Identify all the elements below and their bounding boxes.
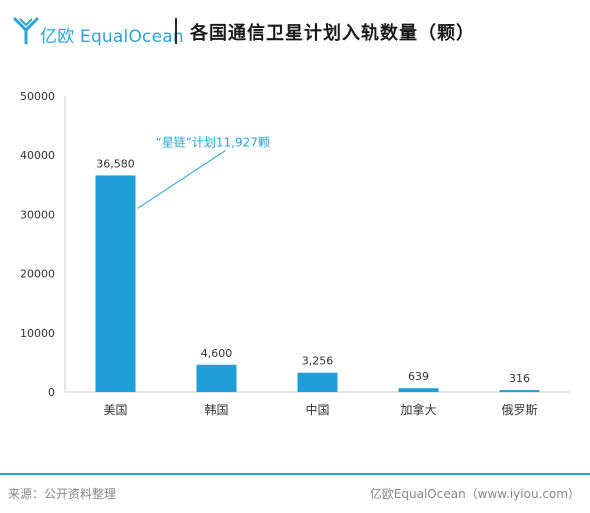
bar	[499, 390, 540, 392]
bar	[297, 372, 338, 392]
header-divider	[175, 18, 177, 44]
x-tick-label: 美国	[103, 403, 127, 417]
data-label: 639	[408, 370, 429, 383]
data-label: 316	[509, 372, 530, 385]
brand-name: 亿欧 EqualOcean	[40, 27, 184, 47]
source-note: 来源：公开资料整理	[8, 487, 117, 501]
bar-chart: 0 10000 20000 30000 40000 50000 36,580 美国 4,600 韩…	[20, 90, 570, 417]
x-tick-label: 韩国	[204, 402, 228, 417]
y-tick-label: 50000	[20, 90, 55, 103]
x-tick-label: 中国	[305, 402, 329, 417]
data-label: 36,580	[96, 157, 135, 170]
footer-divider	[0, 473, 590, 475]
data-label: 4,600	[201, 347, 233, 360]
equalocean-logo-icon	[13, 17, 39, 45]
y-tick-label: 30000	[20, 208, 55, 221]
annotation-label: “星链”计划11,927颗	[156, 134, 270, 149]
bar	[196, 364, 237, 392]
y-tick-label: 10000	[20, 327, 55, 340]
bar	[398, 388, 439, 392]
annotation-leader-line	[137, 150, 226, 209]
x-tick-label: 俄罗斯	[501, 403, 537, 417]
footer-credit: 亿欧EqualOcean（www.iyiou.com）	[369, 487, 580, 501]
header: 亿欧 EqualOcean 各国通信卫星计划入轨数量（颗）	[0, 0, 590, 62]
y-tick-label: 0	[48, 386, 55, 399]
bar	[95, 175, 136, 392]
y-tick-label: 20000	[20, 268, 55, 281]
x-tick-label: 加拿大	[400, 402, 436, 417]
y-tick-label: 40000	[20, 149, 55, 162]
data-label: 3,256	[302, 355, 334, 368]
chart-title: 各国通信卫星计划入轨数量（颗）	[190, 23, 475, 44]
